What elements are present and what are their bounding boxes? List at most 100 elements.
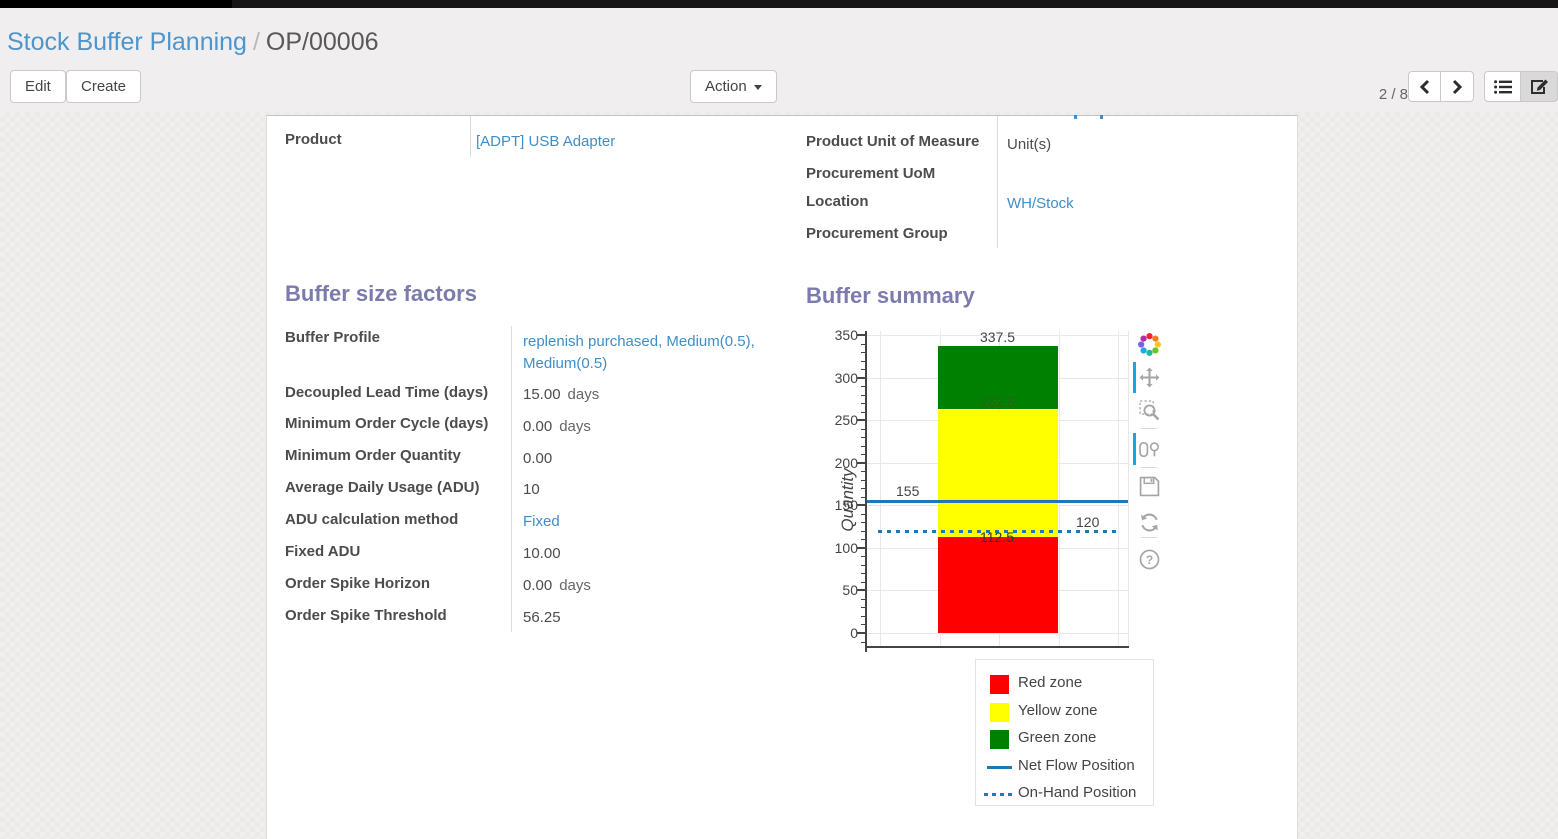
on-hand-position-line[interactable] xyxy=(878,529,1118,533)
reset-axes-icon[interactable] xyxy=(1136,509,1162,535)
net-flow-position-line[interactable] xyxy=(867,500,1128,504)
field-label-min-order-cycle: Minimum Order Cycle (days) xyxy=(285,415,489,432)
legend-item-green-zone[interactable]: Green zone xyxy=(976,726,1153,753)
legend-label: Red zone xyxy=(1018,674,1083,691)
field-label-decoupled-lead-time: Decoupled Lead Time (days) xyxy=(285,384,489,401)
y-minor-tick xyxy=(861,564,865,566)
y-minor-tick xyxy=(861,479,865,481)
legend-label: Net Flow Position xyxy=(1018,756,1135,774)
modebar-active-indicator xyxy=(1133,362,1136,393)
top-navbar-strip xyxy=(0,0,1558,8)
uom-suffix: days xyxy=(559,577,591,594)
section-title-buffer-size-factors: Buffer size factors xyxy=(285,281,477,306)
y-minor-tick xyxy=(861,386,865,388)
legend-item-red-zone[interactable]: Red zone xyxy=(976,671,1153,698)
y-minor-tick xyxy=(861,615,865,617)
y-minor-tick xyxy=(861,539,865,541)
y-minor-tick xyxy=(861,513,865,515)
hover-compare-icon[interactable] xyxy=(1136,436,1162,462)
field-value-adu: 10 xyxy=(523,481,540,498)
y-major-tick xyxy=(857,546,865,549)
x-axis-line xyxy=(865,646,1129,648)
field-value-adu-method-link[interactable]: Fixed xyxy=(523,513,560,530)
edit-button[interactable]: Edit xyxy=(10,70,66,103)
chart-annotation: 112.5 xyxy=(980,529,1014,546)
uom-suffix: days xyxy=(559,418,591,435)
modebar-separator xyxy=(1141,537,1157,538)
zone-green-zone[interactable] xyxy=(938,345,1058,410)
legend-item-yellow-zone[interactable]: Yellow zone xyxy=(976,699,1153,726)
list-view-button[interactable] xyxy=(1484,71,1521,102)
y-major-tick xyxy=(857,504,865,507)
legend-swatch-square xyxy=(990,730,1009,750)
x-gridline xyxy=(1118,331,1119,646)
pager-next-button[interactable] xyxy=(1441,71,1474,102)
y-minor-tick xyxy=(861,607,865,609)
field-value-product-link[interactable]: [ADPT] USB Adapter xyxy=(476,133,616,150)
pan-icon[interactable] xyxy=(1136,364,1162,390)
legend-label: Yellow zone xyxy=(1018,701,1098,719)
plotly-logo-icon[interactable] xyxy=(1136,331,1162,357)
help-icon[interactable]: ? xyxy=(1136,546,1162,572)
legend-swatch-square xyxy=(990,702,1009,722)
field-divider xyxy=(470,116,471,157)
breadcrumb-parent-link[interactable]: Stock Buffer Planning xyxy=(7,28,247,56)
field-label-fixed-adu: Fixed ADU xyxy=(285,543,361,560)
field-label-buffer-profile: Buffer Profile xyxy=(285,329,381,346)
pager-previous-button[interactable] xyxy=(1408,71,1441,102)
chart-annotation: 120 xyxy=(1076,513,1100,530)
zone-red-zone[interactable] xyxy=(938,537,1058,633)
chevron-down-icon xyxy=(753,84,762,90)
view-switcher xyxy=(1484,71,1558,102)
action-dropdown-button[interactable]: Action xyxy=(690,70,777,103)
breadcrumb-separator: / xyxy=(252,28,260,56)
field-label-procurement-group: Procurement Group xyxy=(806,225,948,242)
y-minor-tick xyxy=(861,454,865,456)
field-label-adu: Average Daily Usage (ADU) xyxy=(285,479,480,496)
zone-yellow-zone[interactable] xyxy=(938,409,1058,538)
y-minor-tick xyxy=(861,488,865,490)
breadcrumb-current: OP/00006 xyxy=(265,28,379,56)
legend-item-net-flow-position[interactable]: Net Flow Position xyxy=(976,754,1153,781)
legend-swatch-dots xyxy=(984,793,1015,797)
field-label-location: Location xyxy=(806,193,869,210)
clipped-row-fragment xyxy=(1074,115,1077,119)
field-value-fixed-adu: 10.00 xyxy=(523,545,561,562)
y-minor-tick xyxy=(861,369,865,371)
legend-swatch-line xyxy=(987,765,1012,769)
chart-modebar: ? xyxy=(1130,328,1170,578)
modebar-active-indicator xyxy=(1133,433,1136,465)
section-title-buffer-summary: Buffer summary xyxy=(806,283,975,308)
chart-legend: Red zone Yellow zone Green zone Net Flow Po… xyxy=(975,659,1154,806)
box-zoom-icon[interactable] xyxy=(1136,397,1162,423)
buffer-summary-chart[interactable]: Quantity 0 50 100 150 200 250 300 350 337.5 262.5… xyxy=(810,325,1172,659)
form-view-button[interactable] xyxy=(1521,71,1558,102)
y-minor-tick xyxy=(861,343,865,345)
field-label-adu-method: ADU calculation method xyxy=(285,511,459,528)
x-gridline xyxy=(880,331,881,646)
y-minor-tick xyxy=(861,360,865,362)
legend-item-on-hand-position[interactable]: On-Hand Position xyxy=(976,781,1153,808)
y-major-tick xyxy=(857,334,865,336)
field-value-buffer-profile-link[interactable]: replenish purchased, Medium(0.5), Medium… xyxy=(523,333,755,372)
y-tick-label: 100 xyxy=(834,539,858,556)
y-minor-tick xyxy=(861,624,865,626)
y-minor-tick xyxy=(861,428,865,430)
y-minor-tick xyxy=(861,581,865,583)
chevron-left-icon xyxy=(1419,79,1429,94)
breadcrumb: Stock Buffer Planning / OP/00006 xyxy=(7,28,379,57)
y-minor-tick xyxy=(861,471,865,473)
field-divider xyxy=(997,116,998,248)
form-view-icon xyxy=(1530,79,1548,94)
y-minor-tick xyxy=(861,573,865,575)
save-icon[interactable] xyxy=(1136,473,1162,499)
y-major-tick xyxy=(857,632,865,634)
y-minor-tick xyxy=(861,445,865,447)
field-label-order-spike-threshold: Order Spike Threshold xyxy=(285,607,447,624)
create-button[interactable]: Create xyxy=(66,70,142,103)
y-tick-label: 0 xyxy=(850,625,858,641)
modebar-separator xyxy=(1141,428,1157,429)
svg-text:?: ? xyxy=(1145,552,1152,566)
y-minor-tick xyxy=(861,641,865,643)
field-value-location-link[interactable]: WH/Stock xyxy=(1007,195,1074,212)
